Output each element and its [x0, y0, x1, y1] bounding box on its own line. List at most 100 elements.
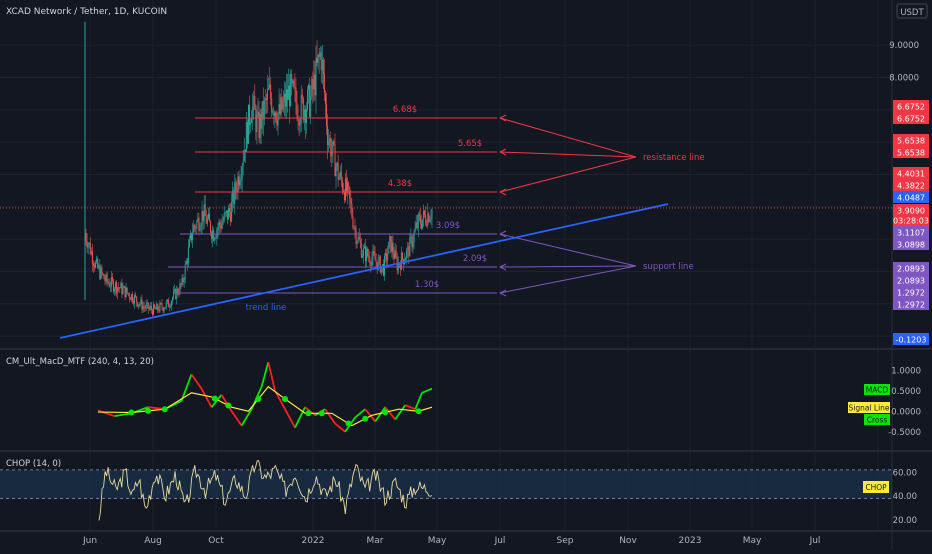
candle-body — [322, 59, 324, 74]
candle-body — [417, 214, 419, 228]
candle-body — [330, 138, 332, 157]
candle-body — [282, 101, 284, 110]
candle-body — [139, 303, 141, 305]
candle-body — [129, 297, 131, 300]
trend-line[interactable] — [59, 203, 669, 339]
candle-body — [97, 258, 99, 268]
candle-body — [192, 232, 194, 241]
macd-cross-point — [282, 395, 289, 402]
candle-body — [334, 144, 336, 177]
candle-body — [308, 84, 310, 90]
candle-body — [279, 104, 281, 115]
candle-body — [235, 182, 237, 191]
candle-body — [130, 294, 132, 300]
candle-body — [131, 294, 133, 302]
candle-body — [163, 308, 165, 312]
macd-segment — [230, 410, 243, 427]
price-label-tag — [893, 262, 929, 274]
candle-body — [390, 236, 392, 252]
candle-body — [225, 210, 227, 213]
candle-body — [206, 218, 208, 224]
macd-segment — [394, 404, 407, 420]
candle-body — [302, 98, 304, 121]
candle-body — [280, 97, 282, 115]
candle-body — [268, 88, 270, 90]
macd-cross-point — [362, 415, 369, 422]
candle-body — [231, 201, 233, 222]
candle-body — [405, 258, 407, 261]
macd-cross-point — [225, 402, 232, 409]
candle-body — [357, 236, 359, 242]
candle-body — [368, 255, 370, 258]
macd-cross-point — [128, 409, 135, 416]
candle-body — [108, 283, 110, 287]
candle-body — [160, 303, 162, 304]
candle-body — [289, 85, 291, 106]
support-line-annotation: support line — [643, 262, 694, 272]
candle-body — [318, 54, 320, 57]
candle-body — [287, 89, 289, 100]
candle-body — [283, 93, 285, 102]
candle-body — [152, 309, 154, 315]
macd-segment — [354, 408, 366, 419]
candle-body — [401, 252, 403, 260]
price-label: 5.6538 — [897, 149, 925, 158]
candle-body — [391, 242, 393, 252]
candle-body — [251, 118, 253, 123]
currency-selector[interactable] — [896, 3, 928, 19]
macd-segment — [267, 361, 276, 391]
candle-body — [355, 229, 357, 244]
candle-body — [86, 241, 88, 248]
candle-body — [323, 73, 325, 94]
chop-band — [0, 469, 892, 499]
price-label-tag — [893, 238, 929, 250]
macd-segment — [294, 406, 306, 429]
candle-body — [342, 190, 344, 192]
candle-body — [167, 299, 169, 308]
candle-body — [181, 277, 183, 285]
candle-body — [328, 141, 330, 145]
support-level-label: 2.09$ — [463, 254, 487, 264]
candle-body — [297, 118, 299, 120]
macd-segment — [190, 373, 203, 390]
candle-body — [142, 306, 144, 310]
candle-body — [393, 253, 395, 259]
macd-segment — [284, 408, 296, 429]
candle-body — [95, 262, 97, 268]
candle-body — [415, 222, 417, 229]
candle-body — [104, 279, 106, 282]
candle-body — [264, 98, 266, 101]
candle-body — [371, 258, 373, 266]
trend-line-annotation: trend line — [246, 303, 287, 313]
macd-cross-point — [318, 410, 325, 417]
macd-segment — [324, 408, 336, 425]
candle-body — [290, 74, 292, 106]
arrow-head — [498, 188, 507, 196]
candle-body — [219, 222, 221, 226]
candle-body — [265, 98, 267, 101]
candle-body — [427, 213, 429, 226]
candle-body — [115, 282, 117, 290]
macd-y-tick-label: 1.0000 — [891, 366, 921, 376]
candle-body — [154, 304, 156, 309]
candle-body — [388, 241, 390, 254]
candle-body — [136, 296, 138, 302]
candle-body — [312, 78, 314, 90]
candle-body — [172, 297, 174, 302]
resistance-arrow — [499, 156, 637, 193]
candle-body — [273, 111, 275, 117]
resistance-level-label: 6.68$ — [393, 105, 417, 115]
candle-body — [161, 303, 163, 308]
macd-segment — [200, 388, 213, 408]
candle-body — [395, 250, 397, 258]
candle-body — [298, 119, 300, 126]
candle-body — [250, 122, 252, 125]
candle-body — [428, 213, 430, 222]
candle-body — [114, 289, 116, 292]
candle-body — [212, 230, 214, 239]
candle-body — [242, 160, 244, 167]
candle-body — [226, 210, 228, 220]
candle-body — [303, 109, 305, 121]
